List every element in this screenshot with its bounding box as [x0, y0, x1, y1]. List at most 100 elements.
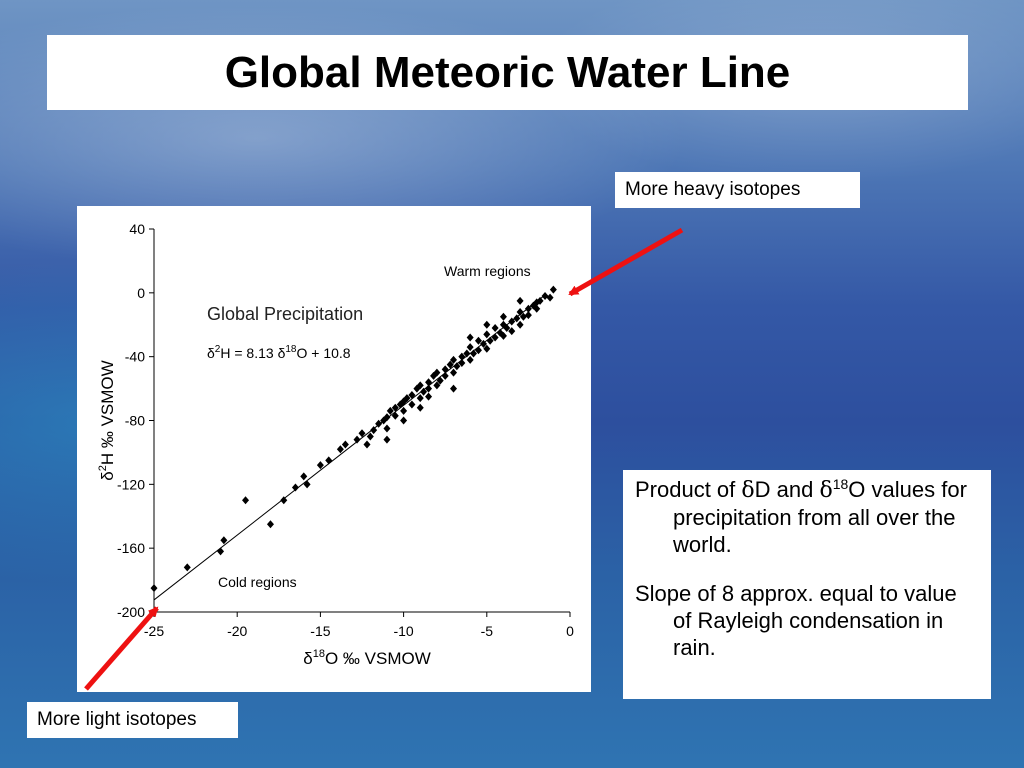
data-point: [266, 520, 274, 529]
y-axis-label-part: δ: [98, 471, 117, 480]
superscript: 18: [832, 476, 849, 492]
data-point: [483, 320, 491, 329]
data-point: [150, 584, 158, 593]
y-tick-label: -80: [125, 413, 145, 429]
heavy-isotopes-label: More heavy isotopes: [615, 172, 860, 208]
data-point: [363, 440, 371, 449]
data-point: [291, 483, 299, 492]
info-text: Product of: [635, 477, 742, 502]
delta-symbol: δ: [741, 478, 755, 503]
data-point: [499, 331, 507, 340]
data-point: [474, 346, 482, 355]
equation-part: O + 10.8: [296, 345, 350, 361]
data-point: [516, 296, 524, 305]
data-point: [220, 536, 228, 545]
data-point: [420, 387, 428, 396]
data-point: [546, 293, 554, 302]
data-point: [450, 384, 458, 393]
y-tick-label: 0: [137, 285, 145, 301]
data-point: [536, 296, 544, 305]
data-point: [242, 496, 250, 505]
cold-regions-label: Cold regions: [218, 574, 297, 590]
y-tick-label: -120: [117, 476, 145, 492]
data-point: [403, 394, 411, 403]
data-point: [499, 312, 507, 321]
data-point: [400, 406, 408, 415]
data-point: [416, 403, 424, 412]
data-point: [316, 461, 324, 470]
data-point: [383, 424, 391, 433]
data-point: [453, 362, 461, 371]
data-point: [416, 394, 424, 403]
data-point: [386, 406, 394, 415]
x-tick-label: -25: [144, 623, 164, 639]
data-point: [463, 349, 471, 358]
data-point: [441, 365, 449, 374]
data-point: [336, 445, 344, 454]
data-point: [383, 435, 391, 444]
data-point: [469, 349, 477, 358]
x-axis-label-part: δ: [303, 649, 312, 668]
data-point: [425, 392, 433, 401]
data-point: [358, 429, 366, 438]
data-point: [441, 371, 449, 380]
data-point: [486, 336, 494, 345]
data-point: [436, 376, 444, 385]
data-point: [425, 384, 433, 393]
y-tick-label: -40: [125, 349, 145, 365]
data-point: [408, 400, 416, 409]
data-point: [458, 359, 466, 368]
scatter-chart: -200 -160 -120 -80 -40 0 40 -25 -20 -15 -10 -5 0 Glob…: [97, 221, 574, 668]
data-point: [383, 413, 391, 422]
data-point: [549, 285, 557, 294]
heavy-arrow: [568, 227, 684, 297]
y-tick-label: -200: [117, 604, 145, 620]
data-point: [513, 314, 521, 323]
x-tick-label: -20: [227, 623, 247, 639]
data-point: [483, 344, 491, 353]
data-point: [433, 368, 441, 377]
data-point: [303, 480, 311, 489]
info-box: Product of δD and δ18O values for precip…: [623, 470, 991, 699]
delta-symbol: δ: [819, 478, 833, 503]
data-point: [300, 472, 308, 481]
data-point: [483, 330, 491, 339]
data-point: [466, 333, 474, 342]
light-isotopes-label: More light isotopes: [27, 702, 238, 738]
y-axis-label-superscript: 2: [97, 465, 109, 471]
y-tick-label: -160: [117, 540, 145, 556]
x-tick-label: 0: [566, 623, 574, 639]
x-tick-label: -5: [481, 623, 494, 639]
data-point: [446, 360, 454, 369]
equation-part: H = 8.13 δ: [220, 345, 285, 361]
chart-texts: -200 -160 -120 -80 -40 0 40 -25 -20 -15 -10 -5 0 Glob…: [97, 221, 574, 668]
data-point: [375, 419, 383, 428]
data-point: [524, 311, 532, 320]
chart-panel: -200 -160 -120 -80 -40 0 40 -25 -20 -15 -10 -5 0 Glob…: [77, 206, 591, 692]
info-paragraph-2: Slope of 8 approx. equal to value of Ray…: [635, 581, 957, 660]
data-point: [430, 371, 438, 380]
data-point: [458, 352, 466, 361]
light-arrow: [84, 606, 159, 691]
data-point: [524, 304, 532, 313]
data-point: [508, 317, 516, 326]
warm-regions-label: Warm regions: [444, 263, 531, 279]
data-point: [416, 381, 424, 390]
data-point: [433, 381, 441, 390]
x-tick-label: -15: [310, 623, 330, 639]
data-point: [491, 333, 499, 342]
data-point: [325, 456, 333, 465]
y-tick-label: 40: [129, 221, 145, 237]
data-point: [503, 323, 511, 332]
data-point: [491, 323, 499, 332]
data-point: [450, 368, 458, 377]
equation-part: δ: [207, 345, 215, 361]
data-point: [516, 320, 524, 329]
y-axis-label-part: H ‰ VSMOW: [98, 360, 117, 465]
chart-equation: δ2H = 8.13 δ18O + 10.8: [207, 344, 351, 361]
info-paragraph-1: Product of δD and δ18O values for precip…: [635, 476, 981, 558]
data-point: [408, 390, 416, 399]
title-box: Global Meteoric Water Line: [47, 35, 968, 110]
data-point: [183, 563, 191, 572]
